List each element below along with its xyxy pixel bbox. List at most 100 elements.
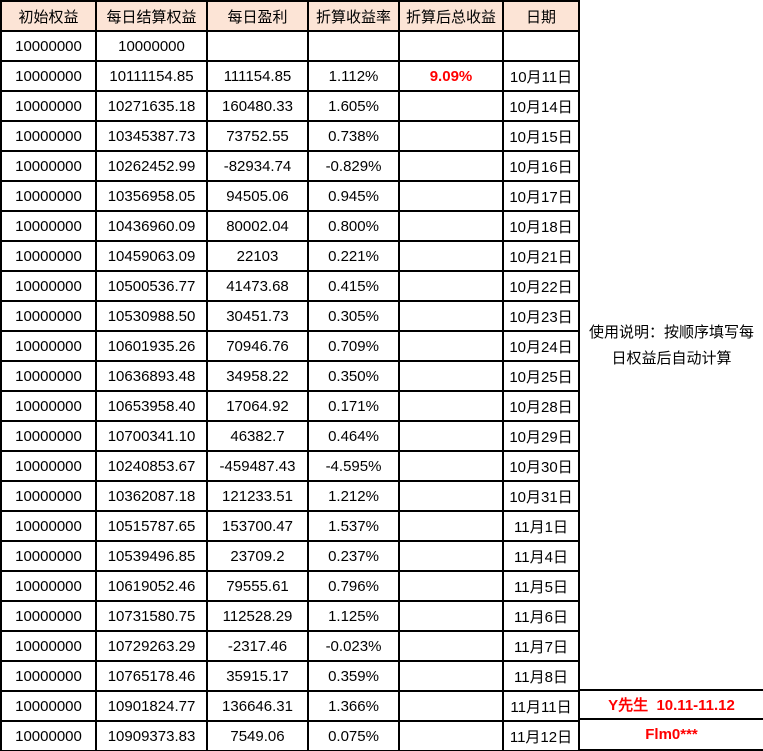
cell-total-return[interactable] <box>398 570 504 602</box>
cell-total-return[interactable] <box>398 630 504 662</box>
cell-initial-equity[interactable]: 10000000 <box>0 60 97 92</box>
cell-daily-profit[interactable]: 111154.85 <box>206 60 309 92</box>
cell-daily-profit[interactable] <box>206 30 309 62</box>
cell-total-return[interactable] <box>398 660 504 692</box>
cell-date[interactable]: 10月28日 <box>502 390 580 422</box>
cell-total-return[interactable] <box>398 180 504 212</box>
cell-daily-settlement-equity[interactable]: 10356958.05 <box>95 180 208 212</box>
cell-daily-settlement-equity[interactable]: 10700341.10 <box>95 420 208 452</box>
col-header-initial-equity[interactable]: 初始权益 <box>0 0 97 32</box>
cell-daily-return-rate[interactable]: 1.212% <box>307 480 400 512</box>
cell-daily-profit[interactable]: 70946.76 <box>206 330 309 362</box>
cell-daily-profit[interactable]: 23709.2 <box>206 540 309 572</box>
cell-daily-settlement-equity[interactable]: 10765178.46 <box>95 660 208 692</box>
col-header-daily-settlement-equity[interactable]: 每日结算权益 <box>95 0 208 32</box>
cell-daily-return-rate[interactable]: 0.945% <box>307 180 400 212</box>
cell-daily-settlement-equity[interactable]: 10459063.09 <box>95 240 208 272</box>
cell-initial-equity[interactable]: 10000000 <box>0 270 97 302</box>
cell-daily-profit[interactable]: 46382.7 <box>206 420 309 452</box>
cell-initial-equity[interactable]: 10000000 <box>0 390 97 422</box>
cell-date[interactable]: 11月5日 <box>502 570 580 602</box>
cell-daily-return-rate[interactable]: 0.305% <box>307 300 400 332</box>
cell-total-return[interactable] <box>398 90 504 122</box>
cell-daily-return-rate[interactable]: 1.605% <box>307 90 400 122</box>
cell-daily-settlement-equity[interactable]: 10345387.73 <box>95 120 208 152</box>
cell-daily-settlement-equity[interactable]: 10262452.99 <box>95 150 208 182</box>
cell-date[interactable]: 10月25日 <box>502 360 580 392</box>
cell-daily-settlement-equity[interactable]: 10636893.48 <box>95 360 208 392</box>
cell-date[interactable]: 10月17日 <box>502 180 580 212</box>
cell-daily-settlement-equity[interactable]: 10539496.85 <box>95 540 208 572</box>
cell-daily-return-rate[interactable]: 0.359% <box>307 660 400 692</box>
cell-initial-equity[interactable]: 10000000 <box>0 90 97 122</box>
cell-daily-profit[interactable]: 112528.29 <box>206 600 309 632</box>
cell-total-return[interactable] <box>398 330 504 362</box>
cell-total-return[interactable] <box>398 150 504 182</box>
cell-date[interactable]: 10月23日 <box>502 300 580 332</box>
cell-daily-settlement-equity[interactable]: 10362087.18 <box>95 480 208 512</box>
cell-daily-return-rate[interactable]: 0.171% <box>307 390 400 422</box>
cell-total-return[interactable] <box>398 540 504 572</box>
cell-initial-equity[interactable]: 10000000 <box>0 480 97 512</box>
cell-daily-return-rate[interactable]: 1.125% <box>307 600 400 632</box>
cell-daily-profit[interactable]: -82934.74 <box>206 150 309 182</box>
cell-daily-settlement-equity[interactable]: 10515787.65 <box>95 510 208 542</box>
cell-daily-return-rate[interactable]: 1.366% <box>307 690 400 722</box>
cell-initial-equity[interactable]: 10000000 <box>0 540 97 572</box>
cell-total-return[interactable] <box>398 450 504 482</box>
cell-initial-equity[interactable]: 10000000 <box>0 360 97 392</box>
cell-total-return[interactable] <box>398 270 504 302</box>
cell-total-return[interactable] <box>398 720 504 751</box>
cell-total-return[interactable] <box>398 690 504 722</box>
cell-daily-profit[interactable]: 35915.17 <box>206 660 309 692</box>
cell-daily-settlement-equity[interactable]: 10436960.09 <box>95 210 208 242</box>
cell-daily-settlement-equity[interactable]: 10901824.77 <box>95 690 208 722</box>
cell-date[interactable]: 11月6日 <box>502 600 580 632</box>
cell-total-return[interactable] <box>398 420 504 452</box>
cell-daily-settlement-equity[interactable]: 10000000 <box>95 30 208 62</box>
cell-initial-equity[interactable]: 10000000 <box>0 330 97 362</box>
cell-initial-equity[interactable]: 10000000 <box>0 150 97 182</box>
cell-total-return[interactable] <box>398 240 504 272</box>
cell-daily-profit[interactable]: 121233.51 <box>206 480 309 512</box>
cell-initial-equity[interactable]: 10000000 <box>0 30 97 62</box>
cell-daily-profit[interactable]: 136646.31 <box>206 690 309 722</box>
cell-daily-settlement-equity[interactable]: 10240853.67 <box>95 450 208 482</box>
cell-date[interactable]: 11月4日 <box>502 540 580 572</box>
cell-date[interactable]: 10月31日 <box>502 480 580 512</box>
col-header-daily-profit[interactable]: 每日盈利 <box>206 0 309 32</box>
cell-daily-profit[interactable]: 41473.68 <box>206 270 309 302</box>
cell-total-return[interactable] <box>398 390 504 422</box>
cell-total-return[interactable] <box>398 300 504 332</box>
cell-initial-equity[interactable]: 10000000 <box>0 660 97 692</box>
cell-daily-profit[interactable]: -2317.46 <box>206 630 309 662</box>
col-header-daily-return-rate[interactable]: 折算收益率 <box>307 0 400 32</box>
cell-initial-equity[interactable]: 10000000 <box>0 630 97 662</box>
cell-daily-settlement-equity[interactable]: 10619052.46 <box>95 570 208 602</box>
cell-daily-profit[interactable]: -459487.43 <box>206 450 309 482</box>
cell-daily-return-rate[interactable]: 0.709% <box>307 330 400 362</box>
col-header-date[interactable]: 日期 <box>502 0 580 32</box>
cell-daily-profit[interactable]: 34958.22 <box>206 360 309 392</box>
cell-total-return[interactable] <box>398 480 504 512</box>
cell-date[interactable]: 10月21日 <box>502 240 580 272</box>
cell-daily-profit[interactable]: 22103 <box>206 240 309 272</box>
cell-date[interactable]: 10月24日 <box>502 330 580 362</box>
cell-daily-return-rate[interactable]: 0.415% <box>307 270 400 302</box>
cell-date[interactable]: 10月15日 <box>502 120 580 152</box>
cell-total-return[interactable] <box>398 360 504 392</box>
cell-initial-equity[interactable]: 10000000 <box>0 420 97 452</box>
cell-daily-return-rate[interactable]: 0.221% <box>307 240 400 272</box>
cell-daily-settlement-equity[interactable]: 10729263.29 <box>95 630 208 662</box>
cell-daily-return-rate[interactable]: 0.237% <box>307 540 400 572</box>
cell-total-return[interactable] <box>398 210 504 242</box>
cell-initial-equity[interactable]: 10000000 <box>0 720 97 751</box>
cell-daily-profit[interactable]: 7549.06 <box>206 720 309 751</box>
cell-daily-profit[interactable]: 79555.61 <box>206 570 309 602</box>
cell-date[interactable]: 10月30日 <box>502 450 580 482</box>
cell-daily-return-rate[interactable]: 0.464% <box>307 420 400 452</box>
cell-daily-return-rate[interactable]: 0.796% <box>307 570 400 602</box>
cell-daily-settlement-equity[interactable]: 10111154.85 <box>95 60 208 92</box>
cell-daily-settlement-equity[interactable]: 10500536.77 <box>95 270 208 302</box>
cell-initial-equity[interactable]: 10000000 <box>0 180 97 212</box>
